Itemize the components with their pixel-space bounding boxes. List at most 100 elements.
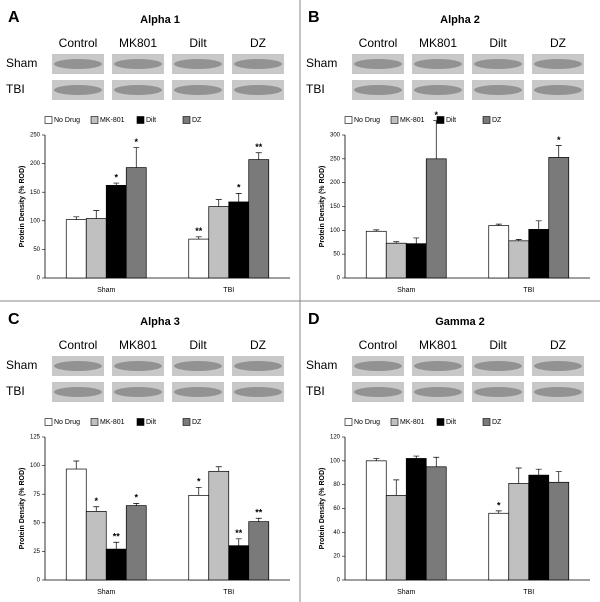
chart-title: Alpha 2 (440, 14, 480, 26)
y-tick-label: 150 (330, 204, 341, 210)
panel: D Gamma 2 Control MK801 Dilt DZ Sham TBI No Drug… (306, 311, 590, 596)
bar (208, 206, 230, 279)
y-tick-label: 120 (330, 435, 341, 441)
y-tick-label: 0 (337, 578, 341, 584)
blot-row-label: TBI (6, 384, 25, 398)
legend-label: DZ (192, 419, 202, 426)
x-tick-label: TBI (523, 589, 534, 596)
y-tick-label: 75 (33, 492, 40, 498)
blot-column-label: Dilt (489, 36, 507, 50)
legend-label: Dilt (446, 419, 456, 426)
y-tick-label: 100 (30, 463, 41, 469)
significance-label: * (94, 496, 98, 506)
significance-label: ** (113, 532, 121, 542)
y-axis-label: Protein Density (% ROD) (19, 468, 26, 550)
blot-band (474, 85, 522, 95)
x-tick-label: TBI (223, 287, 234, 294)
blot-band (474, 361, 522, 371)
error-bar (195, 236, 202, 240)
y-tick-label: 100 (30, 218, 41, 224)
error-bar (515, 467, 522, 484)
chart-title: Alpha 3 (140, 316, 180, 328)
error-bar (235, 538, 242, 546)
legend-label: MK-801 (400, 419, 425, 426)
y-tick-label: 0 (37, 276, 41, 282)
legend-label: No Drug (54, 419, 80, 426)
error-bar (93, 506, 100, 512)
error-bar (113, 182, 120, 186)
blot-row-label: TBI (306, 82, 325, 96)
blot-band (354, 387, 402, 397)
y-tick-label: 50 (33, 520, 40, 526)
blot-row-label: Sham (6, 358, 37, 372)
error-bar (515, 239, 522, 241)
panel-letter: C (8, 311, 20, 328)
y-tick-label: 150 (30, 190, 41, 196)
blot-column-label: Dilt (489, 338, 507, 352)
legend-swatch (136, 116, 145, 124)
error-bar (195, 486, 202, 496)
blot-row-label: Sham (6, 56, 37, 70)
blot-band (234, 387, 282, 397)
blot-band (534, 361, 582, 371)
blot-band (474, 387, 522, 397)
blot-band (534, 59, 582, 69)
blot-band (354, 85, 402, 95)
error-bar (393, 479, 400, 496)
panel: A Alpha 1 Control MK801 Dilt DZ Sham TBI No Drug… (6, 9, 290, 294)
bar (85, 511, 107, 581)
error-bar (535, 220, 542, 230)
legend-swatch (390, 116, 399, 124)
bar (208, 470, 230, 581)
error-bar (235, 192, 242, 202)
error-bar (433, 456, 440, 467)
y-tick-label: 250 (330, 156, 341, 162)
blot-row-label: TBI (6, 82, 25, 96)
blot-band (114, 361, 162, 371)
legend-swatch (344, 418, 353, 426)
blot-band (114, 387, 162, 397)
error-bar (433, 120, 440, 159)
blot-column-label: DZ (250, 36, 266, 50)
panel-letter: B (308, 9, 320, 26)
error-bar (73, 216, 80, 220)
bar (385, 242, 407, 279)
blot-column-label: MK801 (119, 36, 157, 50)
error-bar (413, 237, 420, 244)
blot-column-label: Dilt (189, 338, 207, 352)
blot-band (54, 387, 102, 397)
blot-band (354, 361, 402, 371)
x-tick-label: Sham (97, 287, 115, 294)
bar (528, 229, 550, 279)
y-tick-label: 0 (37, 578, 41, 584)
bar (65, 468, 87, 581)
legend-swatch (44, 418, 53, 426)
legend-swatch (136, 418, 145, 426)
legend-swatch (390, 418, 399, 426)
bar (528, 474, 550, 581)
blot-band (114, 59, 162, 69)
error-bar (133, 503, 140, 506)
blot-column-label: Dilt (189, 36, 207, 50)
chart-title: Gamma 2 (435, 316, 485, 328)
error-bar (113, 541, 120, 550)
error-bar (495, 510, 502, 514)
significance-label: ** (255, 142, 263, 152)
legend-label: MK-801 (400, 117, 425, 124)
blot-band (414, 361, 462, 371)
y-tick-label: 20 (333, 554, 340, 560)
blot-band (174, 85, 222, 95)
significance-label: * (557, 135, 561, 145)
bar (248, 521, 270, 581)
y-axis-label: Protein Density (% ROD) (319, 166, 326, 248)
blot-band (474, 59, 522, 69)
error-bar (555, 471, 562, 483)
blot-column-label: MK801 (419, 36, 457, 50)
error-bar (373, 229, 380, 232)
blot-column-label: Control (359, 36, 398, 50)
significance-label: * (134, 493, 138, 503)
bar (188, 494, 210, 581)
error-bar (495, 223, 502, 226)
legend-swatch (182, 116, 191, 124)
error-bar (215, 199, 222, 207)
